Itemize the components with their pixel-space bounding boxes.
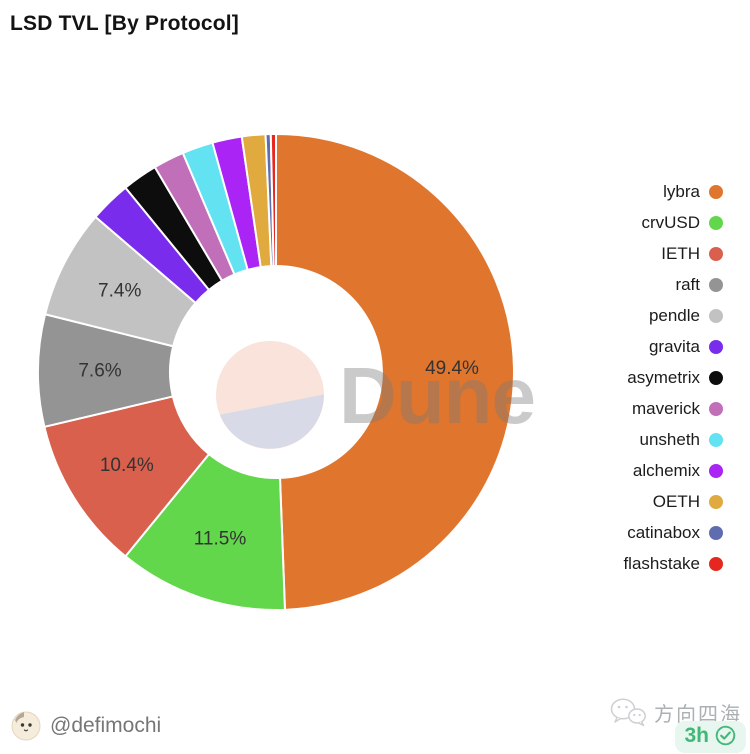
legend-item-crvUSD[interactable]: crvUSD xyxy=(623,207,723,238)
legend-item-asymetrix[interactable]: asymetrix xyxy=(623,362,723,393)
pie-slice-flashstake[interactable] xyxy=(269,132,277,268)
share-source-name: 方向四海 xyxy=(654,703,742,726)
wechat-icon xyxy=(610,698,646,727)
legend-item-gravita[interactable]: gravita xyxy=(623,331,723,362)
legend-label: flashstake xyxy=(623,554,700,573)
author-attribution: @defimochi xyxy=(11,711,161,741)
dune-logo-bottom-half xyxy=(219,394,324,449)
legend-label: OETH xyxy=(652,492,700,511)
legend-color-dot xyxy=(709,277,723,292)
legend-label: alchemix xyxy=(632,461,700,480)
author-handle[interactable]: @defimochi xyxy=(50,714,162,737)
legend-color-dot xyxy=(709,184,723,199)
donut-slices xyxy=(37,132,515,611)
legend-item-maverick[interactable]: maverick xyxy=(623,393,723,424)
legend-color-dot xyxy=(709,246,723,261)
legend-item-lybra[interactable]: lybra xyxy=(623,176,723,207)
legend-color-dot xyxy=(709,308,723,323)
share-time-badge: 3h xyxy=(675,721,746,753)
dune-watermark-text: Dune xyxy=(339,351,535,440)
legend-item-catinabox[interactable]: catinabox xyxy=(623,517,723,548)
pie-slice-crvUSD[interactable] xyxy=(124,452,287,611)
page-title: LSD TVL [By Protocol] xyxy=(10,12,239,35)
legend-label: maverick xyxy=(631,399,700,418)
slice-percentage-label-pendle: 7.4% xyxy=(98,281,141,302)
dune-watermark: Dune xyxy=(216,341,536,449)
mochi-avatar-icon xyxy=(11,711,41,741)
legend-color-dot xyxy=(709,339,723,354)
legend-item-IETH[interactable]: IETH xyxy=(623,238,723,269)
legend-label: raft xyxy=(675,275,700,294)
chart-legend: lybra crvUSD IETH raft pendle gravita asymetri… xyxy=(623,176,723,579)
legend-label: crvUSD xyxy=(641,213,700,232)
legend-item-raft[interactable]: raft xyxy=(623,269,723,300)
legend-item-flashstake[interactable]: flashstake xyxy=(623,548,723,579)
legend-color-dot xyxy=(709,494,723,509)
slice-percentage-label-IETH: 10.4% xyxy=(100,455,154,476)
legend-item-OETH[interactable]: OETH xyxy=(623,486,723,517)
slice-percentage-labels: 49.4% 11.5% 10.4% 7.6% 7.4% xyxy=(78,281,479,550)
verified-check-icon xyxy=(715,725,736,746)
legend-item-alchemix[interactable]: alchemix xyxy=(623,455,723,486)
legend-label: lybra xyxy=(663,182,700,201)
legend-color-dot xyxy=(709,432,723,447)
legend-label: asymetrix xyxy=(627,368,700,387)
legend-color-dot xyxy=(709,401,723,416)
pie-slice-lybra[interactable] xyxy=(275,132,515,611)
legend-label: pendle xyxy=(648,306,700,325)
legend-item-unsheth[interactable]: unsheth xyxy=(623,424,723,455)
legend-label: gravita xyxy=(648,337,700,356)
share-watermark: 方向四海 xyxy=(609,697,742,727)
donut-chart-svg: Dune 49.4% 11.5% 10.4% 7.6% 7.4% xyxy=(37,132,536,611)
legend-color-dot xyxy=(709,556,723,571)
donut-chart: Dune 49.4% 11.5% 10.4% 7.6% 7.4% xyxy=(0,96,560,656)
legend-label: IETH xyxy=(661,244,700,263)
slice-percentage-label-lybra: 49.4% xyxy=(425,358,479,379)
slice-percentage-label-raft: 7.6% xyxy=(78,360,121,381)
legend-color-dot xyxy=(709,525,723,540)
share-time: 3h xyxy=(684,724,709,747)
legend-color-dot xyxy=(709,215,723,230)
legend-label: unsheth xyxy=(639,430,701,449)
legend-color-dot xyxy=(709,463,723,478)
legend-color-dot xyxy=(709,370,723,385)
slice-percentage-label-crvUSD: 11.5% xyxy=(194,528,247,549)
legend-label: catinabox xyxy=(627,523,700,542)
legend-item-pendle[interactable]: pendle xyxy=(623,300,723,331)
